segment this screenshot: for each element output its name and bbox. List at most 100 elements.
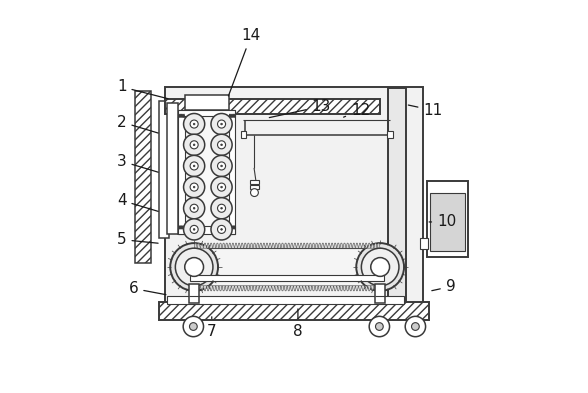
Polygon shape	[262, 243, 265, 248]
Polygon shape	[346, 286, 349, 291]
Circle shape	[220, 144, 222, 146]
Polygon shape	[362, 286, 365, 291]
Polygon shape	[296, 286, 299, 291]
Bar	[179, 110, 235, 116]
Bar	[388, 88, 406, 306]
Text: 7: 7	[207, 317, 216, 339]
Polygon shape	[328, 243, 330, 248]
Polygon shape	[253, 286, 256, 291]
Polygon shape	[194, 243, 197, 248]
Polygon shape	[235, 286, 238, 291]
Bar	[241, 132, 246, 138]
Polygon shape	[247, 286, 250, 291]
Polygon shape	[272, 286, 275, 291]
Polygon shape	[312, 286, 315, 291]
Circle shape	[193, 186, 195, 188]
Polygon shape	[365, 286, 368, 291]
Circle shape	[193, 165, 195, 167]
Circle shape	[211, 114, 232, 135]
Bar	[185, 95, 229, 110]
Polygon shape	[259, 243, 262, 248]
Text: 1: 1	[117, 79, 168, 99]
Bar	[179, 226, 235, 234]
Text: 2: 2	[117, 115, 158, 133]
Circle shape	[190, 162, 198, 170]
Polygon shape	[359, 286, 362, 291]
Polygon shape	[278, 286, 281, 291]
Polygon shape	[250, 286, 253, 291]
Circle shape	[405, 316, 426, 337]
Bar	[191, 275, 384, 281]
Circle shape	[193, 144, 195, 146]
Polygon shape	[355, 243, 359, 248]
Text: 5: 5	[117, 232, 158, 247]
Circle shape	[183, 219, 205, 240]
Circle shape	[211, 198, 232, 219]
Polygon shape	[325, 243, 328, 248]
Polygon shape	[240, 286, 244, 291]
Polygon shape	[275, 286, 278, 291]
Circle shape	[220, 123, 222, 125]
Polygon shape	[284, 243, 287, 248]
Circle shape	[218, 183, 226, 191]
Circle shape	[218, 141, 226, 149]
Polygon shape	[293, 243, 296, 248]
Bar	[135, 91, 151, 263]
Polygon shape	[290, 243, 293, 248]
Circle shape	[220, 186, 222, 188]
Polygon shape	[352, 286, 355, 291]
Bar	[376, 284, 385, 303]
Polygon shape	[359, 243, 362, 248]
Circle shape	[250, 189, 258, 196]
Circle shape	[171, 243, 218, 291]
Polygon shape	[201, 243, 203, 248]
Polygon shape	[340, 243, 343, 248]
Bar	[165, 87, 423, 306]
Circle shape	[183, 134, 205, 155]
Circle shape	[412, 323, 419, 331]
Circle shape	[175, 248, 213, 286]
Polygon shape	[210, 286, 213, 291]
Polygon shape	[318, 286, 321, 291]
Circle shape	[185, 257, 203, 276]
Circle shape	[220, 165, 222, 167]
Polygon shape	[290, 286, 293, 291]
Circle shape	[190, 141, 198, 149]
Polygon shape	[318, 243, 321, 248]
Polygon shape	[203, 243, 206, 248]
Polygon shape	[374, 243, 377, 248]
Bar	[179, 110, 185, 234]
Text: 14: 14	[228, 28, 260, 96]
Polygon shape	[213, 286, 216, 291]
Polygon shape	[330, 286, 333, 291]
Polygon shape	[321, 286, 325, 291]
Polygon shape	[309, 286, 312, 291]
Polygon shape	[231, 286, 235, 291]
Circle shape	[218, 162, 226, 170]
Text: 4: 4	[117, 193, 158, 211]
Polygon shape	[238, 286, 240, 291]
Polygon shape	[368, 286, 371, 291]
Polygon shape	[197, 243, 201, 248]
Circle shape	[190, 225, 198, 233]
Polygon shape	[306, 243, 309, 248]
Bar	[250, 180, 259, 184]
Text: 3: 3	[117, 154, 158, 172]
Circle shape	[189, 323, 197, 331]
Polygon shape	[371, 243, 374, 248]
Bar	[159, 302, 429, 320]
Polygon shape	[194, 286, 197, 291]
Bar	[194, 248, 380, 286]
Polygon shape	[293, 286, 296, 291]
Polygon shape	[269, 243, 272, 248]
Bar	[229, 110, 235, 234]
Bar	[159, 101, 169, 238]
Polygon shape	[272, 243, 275, 248]
Polygon shape	[206, 243, 210, 248]
Polygon shape	[240, 243, 244, 248]
Polygon shape	[325, 286, 328, 291]
Polygon shape	[299, 286, 303, 291]
Polygon shape	[287, 286, 290, 291]
Polygon shape	[213, 243, 216, 248]
Polygon shape	[346, 243, 349, 248]
